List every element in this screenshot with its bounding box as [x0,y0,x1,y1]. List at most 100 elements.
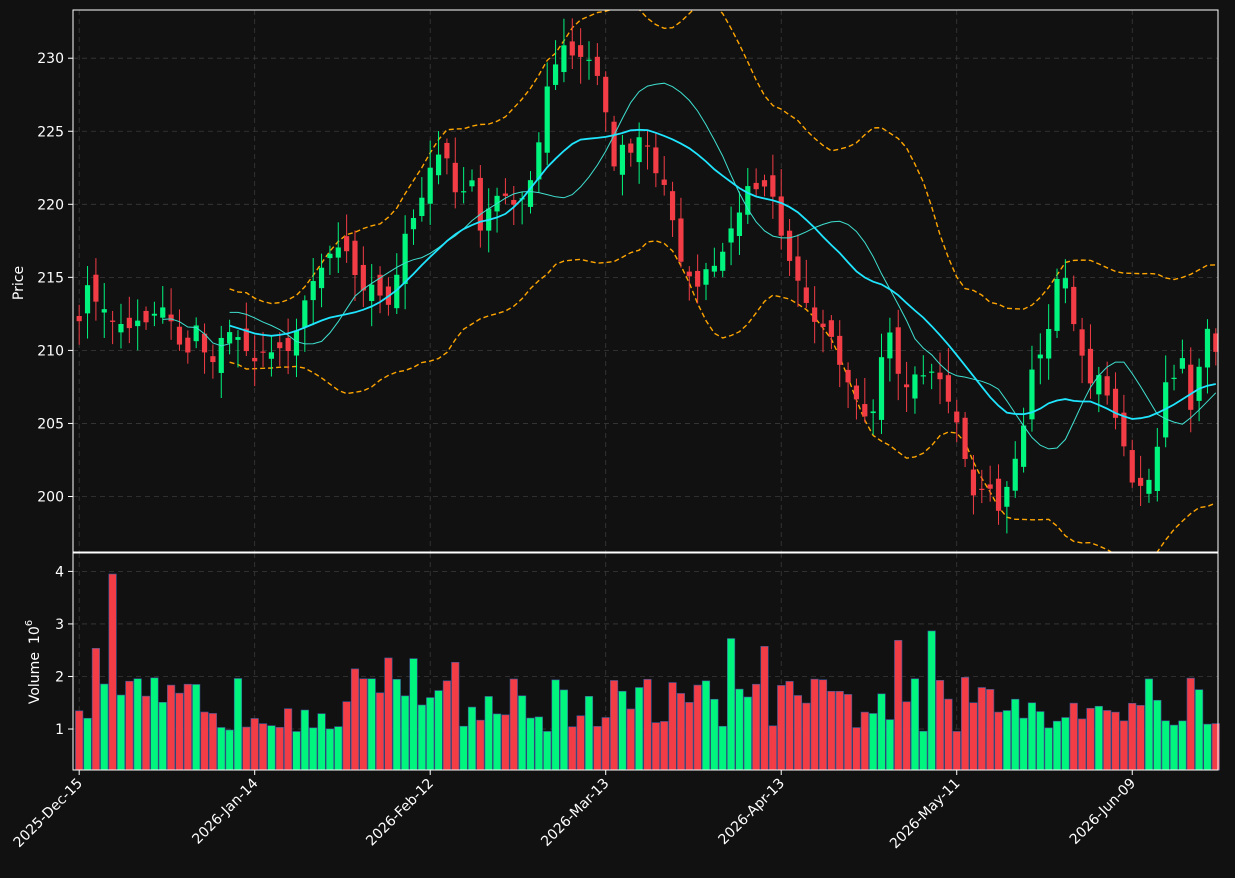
candle-body [812,307,818,322]
candle-body [887,332,893,359]
price-tick-label: 210 [37,343,64,359]
candle-body [293,330,300,356]
candle-body [929,371,935,373]
volume-bar [1203,723,1212,771]
candle [1104,361,1110,405]
candle-body [369,284,375,301]
candle-body [945,375,951,402]
volume-panel-frame [72,552,1219,771]
candle-body [979,488,985,490]
candle [210,344,216,379]
candle [118,303,124,349]
candle-body [536,142,542,180]
volume-bar [375,692,385,771]
candle [929,363,935,390]
volume-axis-exponent-power: 6 [24,620,35,626]
candle [527,171,534,214]
price-axis-label: Price [11,266,27,300]
volume-bar [551,679,560,771]
candle-body [1096,375,1102,395]
volume-bar [1111,711,1120,771]
candle [1213,328,1218,366]
candle-body [352,240,358,276]
candle-body [427,167,433,204]
candle [678,197,684,268]
candle [410,209,417,245]
candle-body [1188,364,1194,410]
candle-body [995,478,1002,511]
candle-body [845,369,851,383]
volume-bar [860,711,869,771]
candle-body [686,271,692,277]
volume-tick-label: 2 [55,669,64,685]
candle [644,130,651,170]
volume-bar [818,679,828,771]
candle [502,178,509,205]
volume-bar [459,725,468,771]
volume-tick-label: 4 [55,564,64,580]
candle [954,399,960,443]
candle-body [151,313,157,316]
candle-body [310,281,316,301]
candle-body [1204,328,1211,368]
candle [377,266,383,314]
volume-bar [1094,705,1103,771]
candle [1146,468,1152,503]
volume-bar [1128,702,1137,771]
candle [469,169,475,192]
volume-bar [735,688,744,771]
volume-bar [952,731,961,771]
candle-body [1021,425,1027,467]
candle [578,28,584,84]
volume-bar [359,678,368,771]
volume-bar [693,684,702,771]
candle-body [578,45,584,57]
volume-bar [334,726,343,771]
candle [452,137,458,209]
volume-bar [325,728,334,771]
volume-bar [785,681,794,771]
volume-bar [994,711,1003,771]
candle-body [160,307,166,318]
volume-bar [1178,720,1187,771]
candle [586,41,592,80]
candle-body [954,411,960,423]
candle [1121,394,1127,457]
volume-bar [927,630,936,771]
candle [962,411,968,468]
candle-body [711,265,717,272]
volume-bar [1078,718,1087,771]
volume-bar [342,701,351,771]
candle [628,138,634,167]
volume-bar [710,698,719,771]
candle [126,296,132,344]
volume-bar [1011,698,1020,771]
candle [561,18,567,83]
volume-bar [894,639,903,771]
volume-bar [919,730,928,771]
volume-bar [835,691,844,771]
volume-bar [869,713,878,771]
volume-bar [584,696,594,771]
volume-bar [1186,677,1195,771]
volume-bar [350,668,360,771]
volume-bar [1086,707,1095,771]
volume-bar [601,717,610,771]
candle-body [1037,354,1043,359]
candle [293,318,300,378]
candle [611,115,617,171]
candle-body [1071,286,1077,325]
candle-body [561,45,567,73]
candle [101,283,107,338]
volume-bar [986,689,995,771]
price-grid [73,10,1218,552]
candle [728,206,734,266]
candle-body [1112,388,1119,418]
volume-bar [1061,717,1070,771]
candle [903,361,910,412]
candle [937,352,943,405]
volume-bar [317,713,326,771]
volume-bar [977,687,986,771]
candle-body [235,337,241,340]
candle [427,140,433,225]
